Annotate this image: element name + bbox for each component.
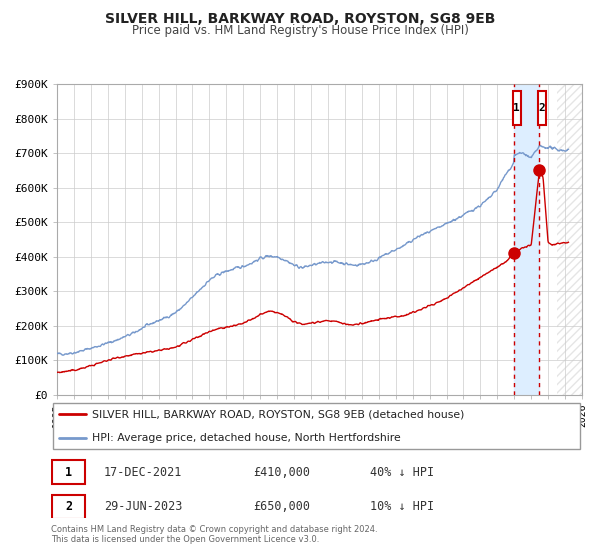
Text: 17-DEC-2021: 17-DEC-2021 xyxy=(104,466,182,479)
Text: 1: 1 xyxy=(514,103,520,113)
FancyBboxPatch shape xyxy=(538,91,546,125)
Text: 2: 2 xyxy=(65,500,72,513)
Text: This data is licensed under the Open Government Licence v3.0.: This data is licensed under the Open Gov… xyxy=(51,535,319,544)
Text: 2: 2 xyxy=(539,103,545,113)
Text: 1: 1 xyxy=(65,466,72,479)
Bar xyxy=(514,84,539,395)
Text: £410,000: £410,000 xyxy=(253,466,310,479)
Bar xyxy=(52,460,85,484)
Text: HPI: Average price, detached house, North Hertfordshire: HPI: Average price, detached house, Nort… xyxy=(92,433,401,443)
Text: SILVER HILL, BARKWAY ROAD, ROYSTON, SG8 9EB (detached house): SILVER HILL, BARKWAY ROAD, ROYSTON, SG8 … xyxy=(92,409,465,419)
Text: SILVER HILL, BARKWAY ROAD, ROYSTON, SG8 9EB: SILVER HILL, BARKWAY ROAD, ROYSTON, SG8 … xyxy=(105,12,495,26)
Text: Price paid vs. HM Land Registry's House Price Index (HPI): Price paid vs. HM Land Registry's House … xyxy=(131,24,469,36)
Text: 10% ↓ HPI: 10% ↓ HPI xyxy=(370,500,434,513)
Text: 40% ↓ HPI: 40% ↓ HPI xyxy=(370,466,434,479)
Text: 29-JUN-2023: 29-JUN-2023 xyxy=(104,500,182,513)
FancyBboxPatch shape xyxy=(513,91,521,125)
Text: £650,000: £650,000 xyxy=(253,500,310,513)
Text: Contains HM Land Registry data © Crown copyright and database right 2024.: Contains HM Land Registry data © Crown c… xyxy=(51,525,377,534)
Bar xyxy=(52,495,85,519)
